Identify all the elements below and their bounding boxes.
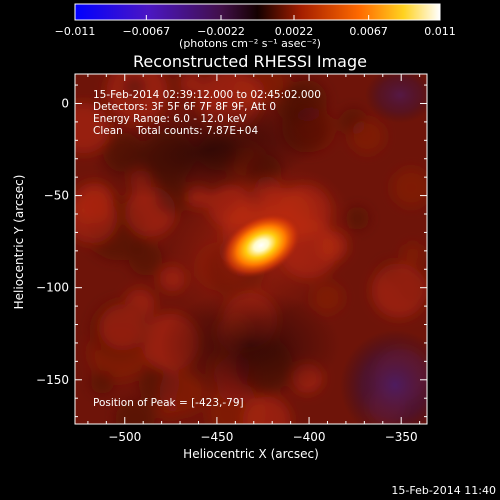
colorbar-tick-label: 0.0067 — [349, 25, 388, 38]
plot-frame — [74, 73, 428, 425]
x-tick-label: −400 — [293, 430, 326, 444]
x-tick-label: −450 — [200, 430, 233, 444]
y-tick-label: −50 — [44, 189, 69, 203]
heatmap-blob — [391, 168, 427, 208]
colorbar-tick-label: 0.0022 — [275, 25, 314, 38]
heatmap-blob — [128, 241, 163, 276]
x-tick-label: −350 — [385, 430, 418, 444]
hxr-sources — [167, 166, 355, 325]
info-time-range: 15-Feb-2014 02:39:12.000 to 02:45:02.000 — [93, 89, 321, 101]
y-tick-label: −150 — [36, 373, 69, 387]
colorbar-tick-label: −0.011 — [55, 25, 96, 38]
colorbar-tick-label: 0.011 — [424, 25, 456, 38]
heatmap-blob — [401, 243, 424, 265]
colorbar-ticks: −0.011 −0.0067 −0.0022 0.0022 0.0067 0.011 — [55, 15, 456, 38]
axis-ticks: −500 −450 −400 −350 0 −50 −100 −150 — [36, 74, 427, 444]
x-tick-label: −500 — [108, 430, 141, 444]
source-core — [220, 212, 302, 278]
heatmap-blob — [122, 75, 147, 99]
colorbar-tick-label: −0.0022 — [197, 25, 245, 38]
heatmap-blob — [75, 182, 114, 224]
heatmap-blob — [180, 74, 203, 95]
y-tick-label: 0 — [61, 96, 69, 110]
y-axis-label: Heliocentric Y (arcsec) — [12, 174, 26, 310]
heatmap-blob — [349, 118, 385, 155]
info-energy-range: Energy Range: 6.0 - 12.0 keV — [93, 113, 247, 125]
heatmap-blob — [90, 370, 114, 395]
negative-region — [340, 330, 427, 424]
chart-title: Reconstructed RHESSI Image — [133, 52, 367, 71]
peak-position-label: Position of Peak = [-423,-79] — [93, 397, 244, 409]
info-detectors: Detectors: 3F 5F 6F 7F 8F 9F, Att 0 — [93, 101, 277, 113]
heatmap-blob — [75, 102, 110, 154]
x-axis-label: Heliocentric X (arcsec) — [183, 447, 319, 461]
heatmap-blob — [396, 269, 427, 305]
y-tick-label: −100 — [36, 281, 69, 295]
footer-timestamp: 15-Feb-2014 11:40 — [391, 484, 496, 497]
negative-region — [365, 74, 427, 123]
info-method-counts: Clean Total counts: 7.87E+04 — [93, 125, 259, 137]
heatmap — [75, 74, 427, 424]
colorbar — [74, 3, 441, 21]
colorbar-units: (photons cm⁻² s⁻¹ asec⁻²) — [179, 37, 321, 50]
colorbar-tick-label: −0.0067 — [122, 25, 170, 38]
heatmap-blob — [99, 304, 146, 351]
heatmap-blob — [242, 396, 291, 424]
